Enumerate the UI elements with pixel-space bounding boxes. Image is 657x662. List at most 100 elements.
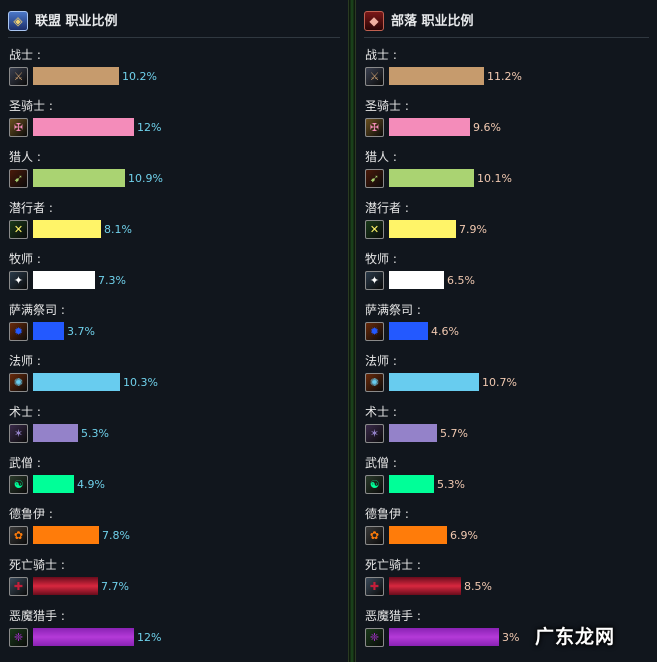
class-name-label: 武僧 :: [365, 456, 397, 470]
mage-fireball-icon: ✺: [9, 373, 28, 392]
monk-fist-icon: ☯: [365, 475, 384, 494]
alliance-pct-label-shaman: 3.7%: [67, 325, 95, 338]
class-name-label: 牧师 :: [9, 252, 41, 266]
class-name-label: 死亡骑士 :: [9, 558, 65, 572]
horde-bar-demonhunter: [389, 628, 499, 646]
class-name-label: 潜行者 :: [365, 201, 409, 215]
alliance-bar-list: 战士 : ⚔ 10.2% 圣骑士 : ✠ 12% 猎人 : ➹ 10.9% 潜行者 : ✕ 8.1% 牧…: [9, 48, 348, 660]
horde-bar-mage: [389, 373, 479, 391]
class-name-label: 猎人 :: [9, 150, 41, 164]
alliance-pct-label-hunter: 10.9%: [128, 172, 163, 185]
priest-staff-icon: ✦: [365, 271, 384, 290]
shaman-totem-icon: ✹: [9, 322, 28, 341]
deathknight-rune-icon: ✚: [9, 577, 28, 596]
druid-paw-icon: ✿: [9, 526, 28, 545]
horde-row-paladin: 圣骑士 : ✠ 9.6%: [365, 99, 657, 150]
horde-pct-label-warlock: 5.7%: [440, 427, 468, 440]
class-name-label: 萨满祭司 :: [365, 303, 421, 317]
alliance-pct-label-mage: 10.3%: [123, 376, 158, 389]
horde-bar-hunter: [389, 169, 474, 187]
alliance-bar-mage: [33, 373, 120, 391]
warrior-sword-icon: ⚔: [9, 67, 28, 86]
alliance-row-warrior: 战士 : ⚔ 10.2%: [9, 48, 348, 99]
alliance-row-mage: 法师 : ✺ 10.3%: [9, 354, 348, 405]
class-name-label: 术士 :: [365, 405, 397, 419]
horde-pct-label-hunter: 10.1%: [477, 172, 512, 185]
horde-row-hunter: 猎人 : ➹ 10.1%: [365, 150, 657, 201]
shaman-totem-icon: ✹: [365, 322, 384, 341]
demonhunter-glaive-icon: ❈: [365, 628, 384, 647]
alliance-pct-label-monk: 4.9%: [77, 478, 105, 491]
class-name-label: 武僧 :: [9, 456, 41, 470]
horde-pct-label-deathknight: 8.5%: [464, 580, 492, 593]
priest-staff-icon: ✦: [9, 271, 28, 290]
druid-paw-icon: ✿: [365, 526, 384, 545]
demonhunter-glaive-icon: ❈: [9, 628, 28, 647]
horde-bar-druid: [389, 526, 447, 544]
horde-row-rogue: 潜行者 : ✕ 7.9%: [365, 201, 657, 252]
mage-fireball-icon: ✺: [365, 373, 384, 392]
alliance-row-shaman: 萨满祭司 : ✹ 3.7%: [9, 303, 348, 354]
class-name-label: 牧师 :: [365, 252, 397, 266]
horde-pct-label-rogue: 7.9%: [459, 223, 487, 236]
horde-pct-label-monk: 5.3%: [437, 478, 465, 491]
alliance-bar-druid: [33, 526, 99, 544]
class-name-label: 德鲁伊 :: [365, 507, 409, 521]
alliance-pct-label-demonhunter: 12%: [137, 631, 162, 644]
paladin-hammer-icon: ✠: [365, 118, 384, 137]
alliance-bar-demonhunter: [33, 628, 134, 646]
horde-pct-label-shaman: 4.6%: [431, 325, 459, 338]
class-name-label: 德鲁伊 :: [9, 507, 53, 521]
alliance-title: 联盟 职业比例: [35, 14, 118, 29]
class-name-label: 潜行者 :: [9, 201, 53, 215]
horde-row-warrior: 战士 : ⚔ 11.2%: [365, 48, 657, 99]
horde-bar-warlock: [389, 424, 437, 442]
alliance-pct-label-druid: 7.8%: [102, 529, 130, 542]
class-name-label: 术士 :: [9, 405, 41, 419]
class-name-label: 萨满祭司 :: [9, 303, 65, 317]
horde-panel: ◆ 部落 职业比例 战士 : ⚔ 11.2% 圣骑士 : ✠ 9.6% 猎人 : ➹ 10.1%…: [355, 0, 657, 662]
alliance-row-warlock: 术士 : ✶ 5.3%: [9, 405, 348, 456]
horde-pct-label-priest: 6.5%: [447, 274, 475, 287]
alliance-bar-deathknight: [33, 577, 98, 595]
alliance-bar-warlock: [33, 424, 78, 442]
class-name-label: 猎人 :: [365, 150, 397, 164]
class-name-label: 恶魔猎手 :: [9, 609, 65, 623]
alliance-row-rogue: 潜行者 : ✕ 8.1%: [9, 201, 348, 252]
class-name-label: 恶魔猎手 :: [365, 609, 421, 623]
deathknight-rune-icon: ✚: [365, 577, 384, 596]
alliance-row-monk: 武僧 : ☯ 4.9%: [9, 456, 348, 507]
alliance-row-priest: 牧师 : ✦ 7.3%: [9, 252, 348, 303]
horde-row-demonhunter: 恶魔猎手 : ❈ 3%: [365, 609, 657, 660]
class-name-label: 战士 :: [9, 48, 41, 62]
horde-bar-list: 战士 : ⚔ 11.2% 圣骑士 : ✠ 9.6% 猎人 : ➹ 10.1% 潜行者 : ✕ 7.9%…: [365, 48, 657, 660]
alliance-pct-label-rogue: 8.1%: [104, 223, 132, 236]
class-name-label: 死亡骑士 :: [365, 558, 421, 572]
alliance-header: ◈ 联盟 职业比例: [8, 9, 340, 38]
horde-pct-label-demonhunter: 3%: [502, 631, 520, 644]
rogue-dagger-icon: ✕: [9, 220, 28, 239]
horde-row-priest: 牧师 : ✦ 6.5%: [365, 252, 657, 303]
warlock-shadow-icon: ✶: [9, 424, 28, 443]
warrior-sword-icon: ⚔: [365, 67, 384, 86]
hunter-bow-icon: ➹: [365, 169, 384, 188]
class-name-label: 法师 :: [9, 354, 41, 368]
horde-row-warlock: 术士 : ✶ 5.7%: [365, 405, 657, 456]
alliance-pct-label-paladin: 12%: [137, 121, 162, 134]
alliance-pct-label-deathknight: 7.7%: [101, 580, 129, 593]
horde-row-monk: 武僧 : ☯ 5.3%: [365, 456, 657, 507]
horde-pct-label-druid: 6.9%: [450, 529, 478, 542]
monk-fist-icon: ☯: [9, 475, 28, 494]
horde-bar-warrior: [389, 67, 484, 85]
horde-pct-label-warrior: 11.2%: [487, 70, 522, 83]
horde-header: ◆ 部落 职业比例: [364, 9, 649, 38]
class-name-label: 圣骑士 :: [365, 99, 409, 113]
horde-title: 部落 职业比例: [391, 14, 474, 29]
alliance-bar-paladin: [33, 118, 134, 136]
rogue-dagger-icon: ✕: [365, 220, 384, 239]
alliance-bar-priest: [33, 271, 95, 289]
alliance-pct-label-priest: 7.3%: [98, 274, 126, 287]
horde-pct-label-mage: 10.7%: [482, 376, 517, 389]
alliance-row-demonhunter: 恶魔猎手 : ❈ 12%: [9, 609, 348, 660]
alliance-row-paladin: 圣骑士 : ✠ 12%: [9, 99, 348, 150]
